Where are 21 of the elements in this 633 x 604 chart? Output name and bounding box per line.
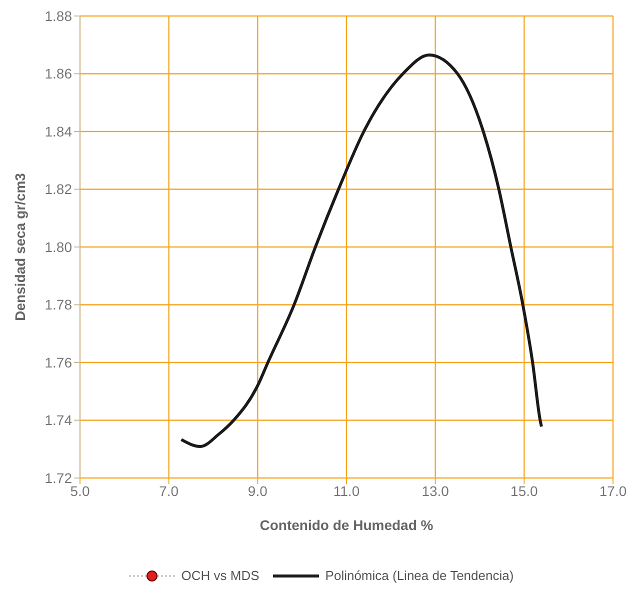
y-tick-label: 1.78 — [44, 296, 72, 313]
x-tick-label: 11.0 — [333, 482, 360, 499]
y-tick-label: 1.72 — [44, 470, 72, 486]
y-tick-label: 1.76 — [44, 354, 72, 370]
y-axis-title: Densidad seca gr/cm3 — [12, 172, 28, 321]
legend-label: Polinómica (Linea de Tendencia) — [325, 568, 514, 583]
y-tick-label: 1.86 — [44, 66, 72, 82]
x-tick-label: 5.0 — [70, 482, 90, 499]
line-series — [180, 53, 543, 448]
x-tick-label: 9.0 — [248, 482, 268, 499]
y-tick-label: 1.74 — [44, 412, 72, 428]
x-tick-label: 7.0 — [159, 482, 179, 499]
y-tick-label: 1.82 — [44, 181, 72, 198]
y-tick-label: 1.88 — [44, 8, 72, 24]
x-tick-label: 13.0 — [422, 482, 450, 499]
y-tick-label: 1.84 — [44, 123, 72, 140]
x-tick-label: 15.0 — [510, 482, 538, 499]
x-tick-label: 17.0 — [599, 482, 627, 499]
x-axis-title: Contenido de Humedad % — [260, 517, 434, 533]
legend-label: OCH vs MDS — [181, 568, 260, 583]
y-tick-label: 1.80 — [44, 238, 72, 255]
